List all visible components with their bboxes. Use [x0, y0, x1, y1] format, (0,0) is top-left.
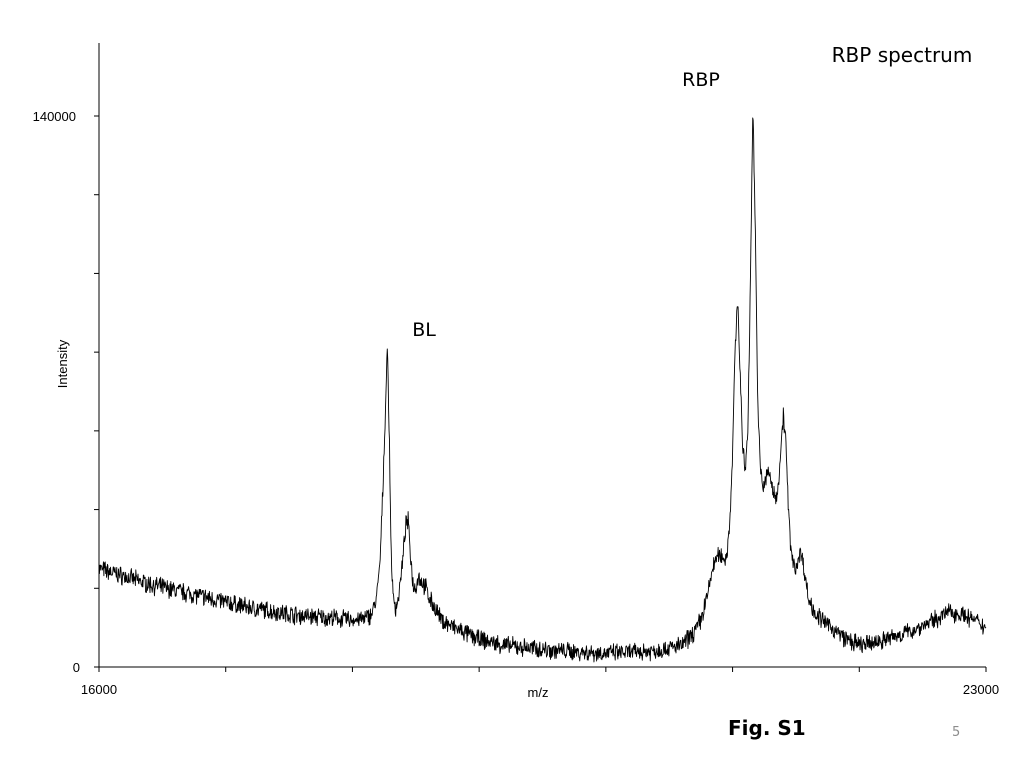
x-tick-label-23000: 23000	[963, 682, 999, 697]
chart-axes	[94, 43, 987, 672]
x-tick-label-16000: 16000	[81, 682, 117, 697]
annotation-bl: BL	[412, 319, 436, 341]
y-tick-label-0: 0	[73, 660, 80, 675]
spectrum-line	[98, 117, 987, 663]
page-number: 5	[952, 725, 961, 740]
x-axis-label: m/z	[528, 685, 549, 700]
y-axis-label: Intensity	[55, 339, 70, 388]
series-group	[98, 117, 987, 663]
annotation-rbp: RBP	[682, 69, 720, 91]
chart-title: RBP spectrum	[832, 43, 973, 67]
y-tick-label-140000: 140000	[33, 109, 76, 124]
figure-caption: Fig. S1	[728, 716, 806, 740]
